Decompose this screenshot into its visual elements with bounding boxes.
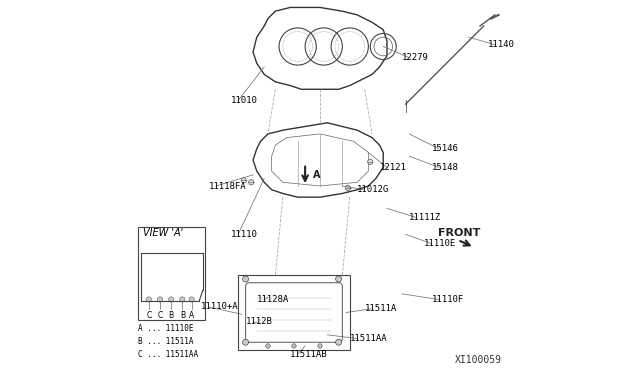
Text: XI100059: XI100059 (455, 355, 502, 365)
Text: 12279: 12279 (402, 53, 429, 62)
Circle shape (367, 159, 373, 164)
Text: 11110+A: 11110+A (201, 302, 239, 311)
Text: 11140: 11140 (488, 40, 515, 49)
Text: C: C (147, 311, 152, 320)
Circle shape (243, 276, 248, 282)
Text: 1112B: 1112B (246, 317, 273, 326)
Text: FRONT: FRONT (438, 228, 481, 237)
Circle shape (168, 297, 174, 302)
Bar (238, 275, 349, 350)
Text: 11118FA: 11118FA (209, 182, 246, 190)
Text: C: C (157, 311, 163, 320)
Circle shape (335, 276, 342, 282)
Circle shape (243, 339, 248, 345)
Text: 11010: 11010 (231, 96, 257, 105)
Text: A: A (312, 170, 320, 180)
Text: 11511AB: 11511AB (291, 350, 328, 359)
Text: B: B (180, 311, 185, 320)
Text: 11012G: 11012G (357, 185, 390, 194)
Circle shape (157, 297, 163, 302)
Text: C ... 11511AA: C ... 11511AA (138, 350, 198, 359)
Bar (138, 227, 205, 320)
Text: 12121: 12121 (380, 163, 406, 172)
Circle shape (241, 178, 246, 183)
Text: 11511A: 11511A (365, 304, 397, 313)
Text: 15146: 15146 (431, 144, 458, 153)
Text: A: A (189, 311, 195, 320)
Text: 11511AA: 11511AA (349, 334, 387, 343)
Text: A ... 11110E: A ... 11110E (138, 324, 193, 333)
Circle shape (248, 180, 254, 185)
Circle shape (292, 344, 296, 348)
Text: 11110F: 11110F (431, 295, 464, 304)
Text: 15148: 15148 (431, 163, 458, 172)
Circle shape (346, 185, 351, 190)
Circle shape (318, 344, 322, 348)
Text: 11110E: 11110E (424, 239, 456, 248)
Text: B: B (168, 311, 174, 320)
Circle shape (335, 339, 342, 345)
Circle shape (266, 344, 270, 348)
Circle shape (180, 297, 185, 302)
Circle shape (189, 297, 195, 302)
Text: 11110: 11110 (231, 230, 257, 239)
Text: 11128A: 11128A (257, 295, 289, 304)
Circle shape (147, 297, 152, 302)
Text: B ... 11511A: B ... 11511A (138, 337, 193, 346)
Text: VIEW 'A': VIEW 'A' (143, 228, 184, 237)
Text: 11111Z: 11111Z (410, 213, 442, 222)
